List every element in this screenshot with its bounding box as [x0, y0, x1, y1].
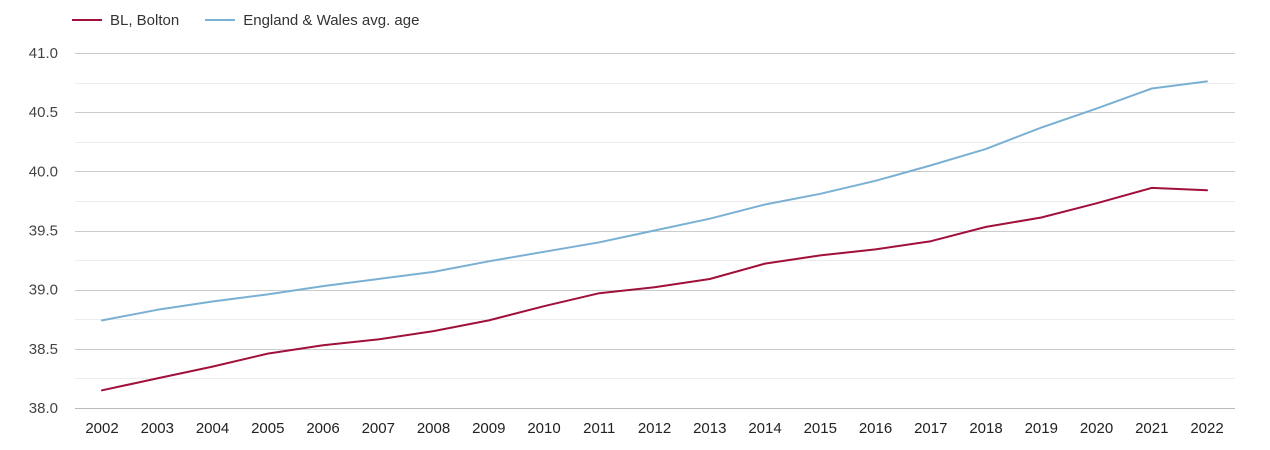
x-tick-label: 2006	[306, 420, 339, 437]
x-axis: 2002 2003 2004 2005 2006 2007 2008 2009 2010 2011…	[85, 420, 1223, 437]
y-tick-label: 41.0	[29, 45, 58, 62]
x-tick-label: 2005	[251, 420, 284, 437]
x-tick-label: 2008	[417, 420, 450, 437]
series-line-bolton[interactable]	[101, 186, 1208, 392]
series-line-england-wales[interactable]	[101, 80, 1208, 322]
legend-swatch-bolton	[72, 19, 102, 21]
x-tick-label: 2009	[472, 420, 505, 437]
y-tick-label: 38.5	[29, 341, 58, 358]
x-tick-label: 2010	[527, 420, 560, 437]
x-tick-label: 2016	[859, 420, 892, 437]
legend-swatch-england-wales	[205, 19, 236, 21]
y-tick-label: 39.5	[29, 223, 58, 240]
y-tick-label: 38.0	[29, 400, 58, 417]
x-tick-label: 2017	[914, 420, 947, 437]
x-tick-label: 2011	[583, 420, 615, 437]
legend-label-england-wales: England & Wales avg. age	[243, 11, 420, 29]
x-tick-label: 2022	[1190, 420, 1223, 437]
x-tick-label: 2003	[141, 420, 174, 437]
x-tick-label: 2020	[1080, 420, 1113, 437]
legend-label-bolton: BL, Bolton	[110, 11, 180, 29]
legend: BL, Bolton England & Wales avg. age	[72, 10, 445, 30]
series-lines	[101, 80, 1208, 392]
x-tick-label: 2004	[196, 420, 229, 437]
y-tick-label: 40.5	[29, 104, 58, 121]
legend-item-bolton[interactable]: BL, Bolton	[72, 12, 179, 29]
x-tick-label: 2014	[748, 420, 781, 437]
x-tick-label: 2019	[1025, 420, 1058, 437]
y-axis: 38.0 38.5 39.0 39.5 40.0 40.5 41.0	[29, 45, 58, 417]
y-tick-label: 40.0	[29, 163, 58, 180]
x-tick-label: 2018	[969, 420, 1002, 437]
gridlines	[75, 53, 1235, 409]
x-tick-label: 2002	[85, 420, 118, 437]
y-tick-label: 39.0	[29, 282, 58, 299]
legend-item-england-wales[interactable]: England & Wales avg. age	[205, 12, 419, 29]
x-tick-label: 2013	[693, 420, 726, 437]
x-tick-label: 2021	[1135, 420, 1168, 437]
x-tick-label: 2015	[804, 420, 837, 437]
x-tick-label: 2007	[362, 420, 395, 437]
x-tick-label: 2012	[638, 420, 671, 437]
